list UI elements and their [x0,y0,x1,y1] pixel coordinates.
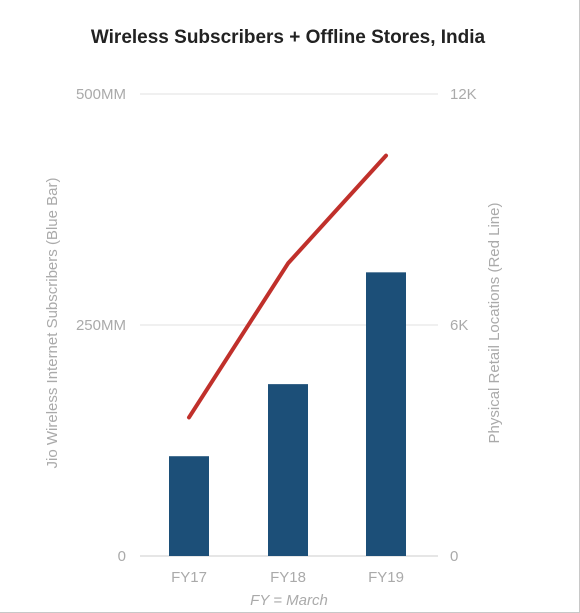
bar [169,456,209,556]
y-left-tick-label: 0 [118,548,126,565]
chart-title: Wireless Subscribers + Offline Stores, I… [91,27,486,48]
bar [268,384,308,556]
y-right-tick-label: 6K [450,317,468,334]
y-axis-right-title: Physical Retail Locations (Red Line) [486,203,503,444]
x-tick-label: FY18 [270,569,306,586]
x-tick-label: FY17 [171,569,207,586]
x-axis-title: FY = March [250,592,328,609]
y-left-tick-label: 250MM [76,317,126,334]
series-line [187,153,388,420]
bar [366,272,406,556]
y-right-tick-label: 0 [450,548,458,565]
x-tick-label: FY19 [368,569,404,586]
y-left-tick-label: 500MM [76,86,126,103]
y-axis-left-title: Jio Wireless Internet Subscribers (Blue … [44,178,61,469]
y-right-tick-label: 12K [450,86,477,103]
